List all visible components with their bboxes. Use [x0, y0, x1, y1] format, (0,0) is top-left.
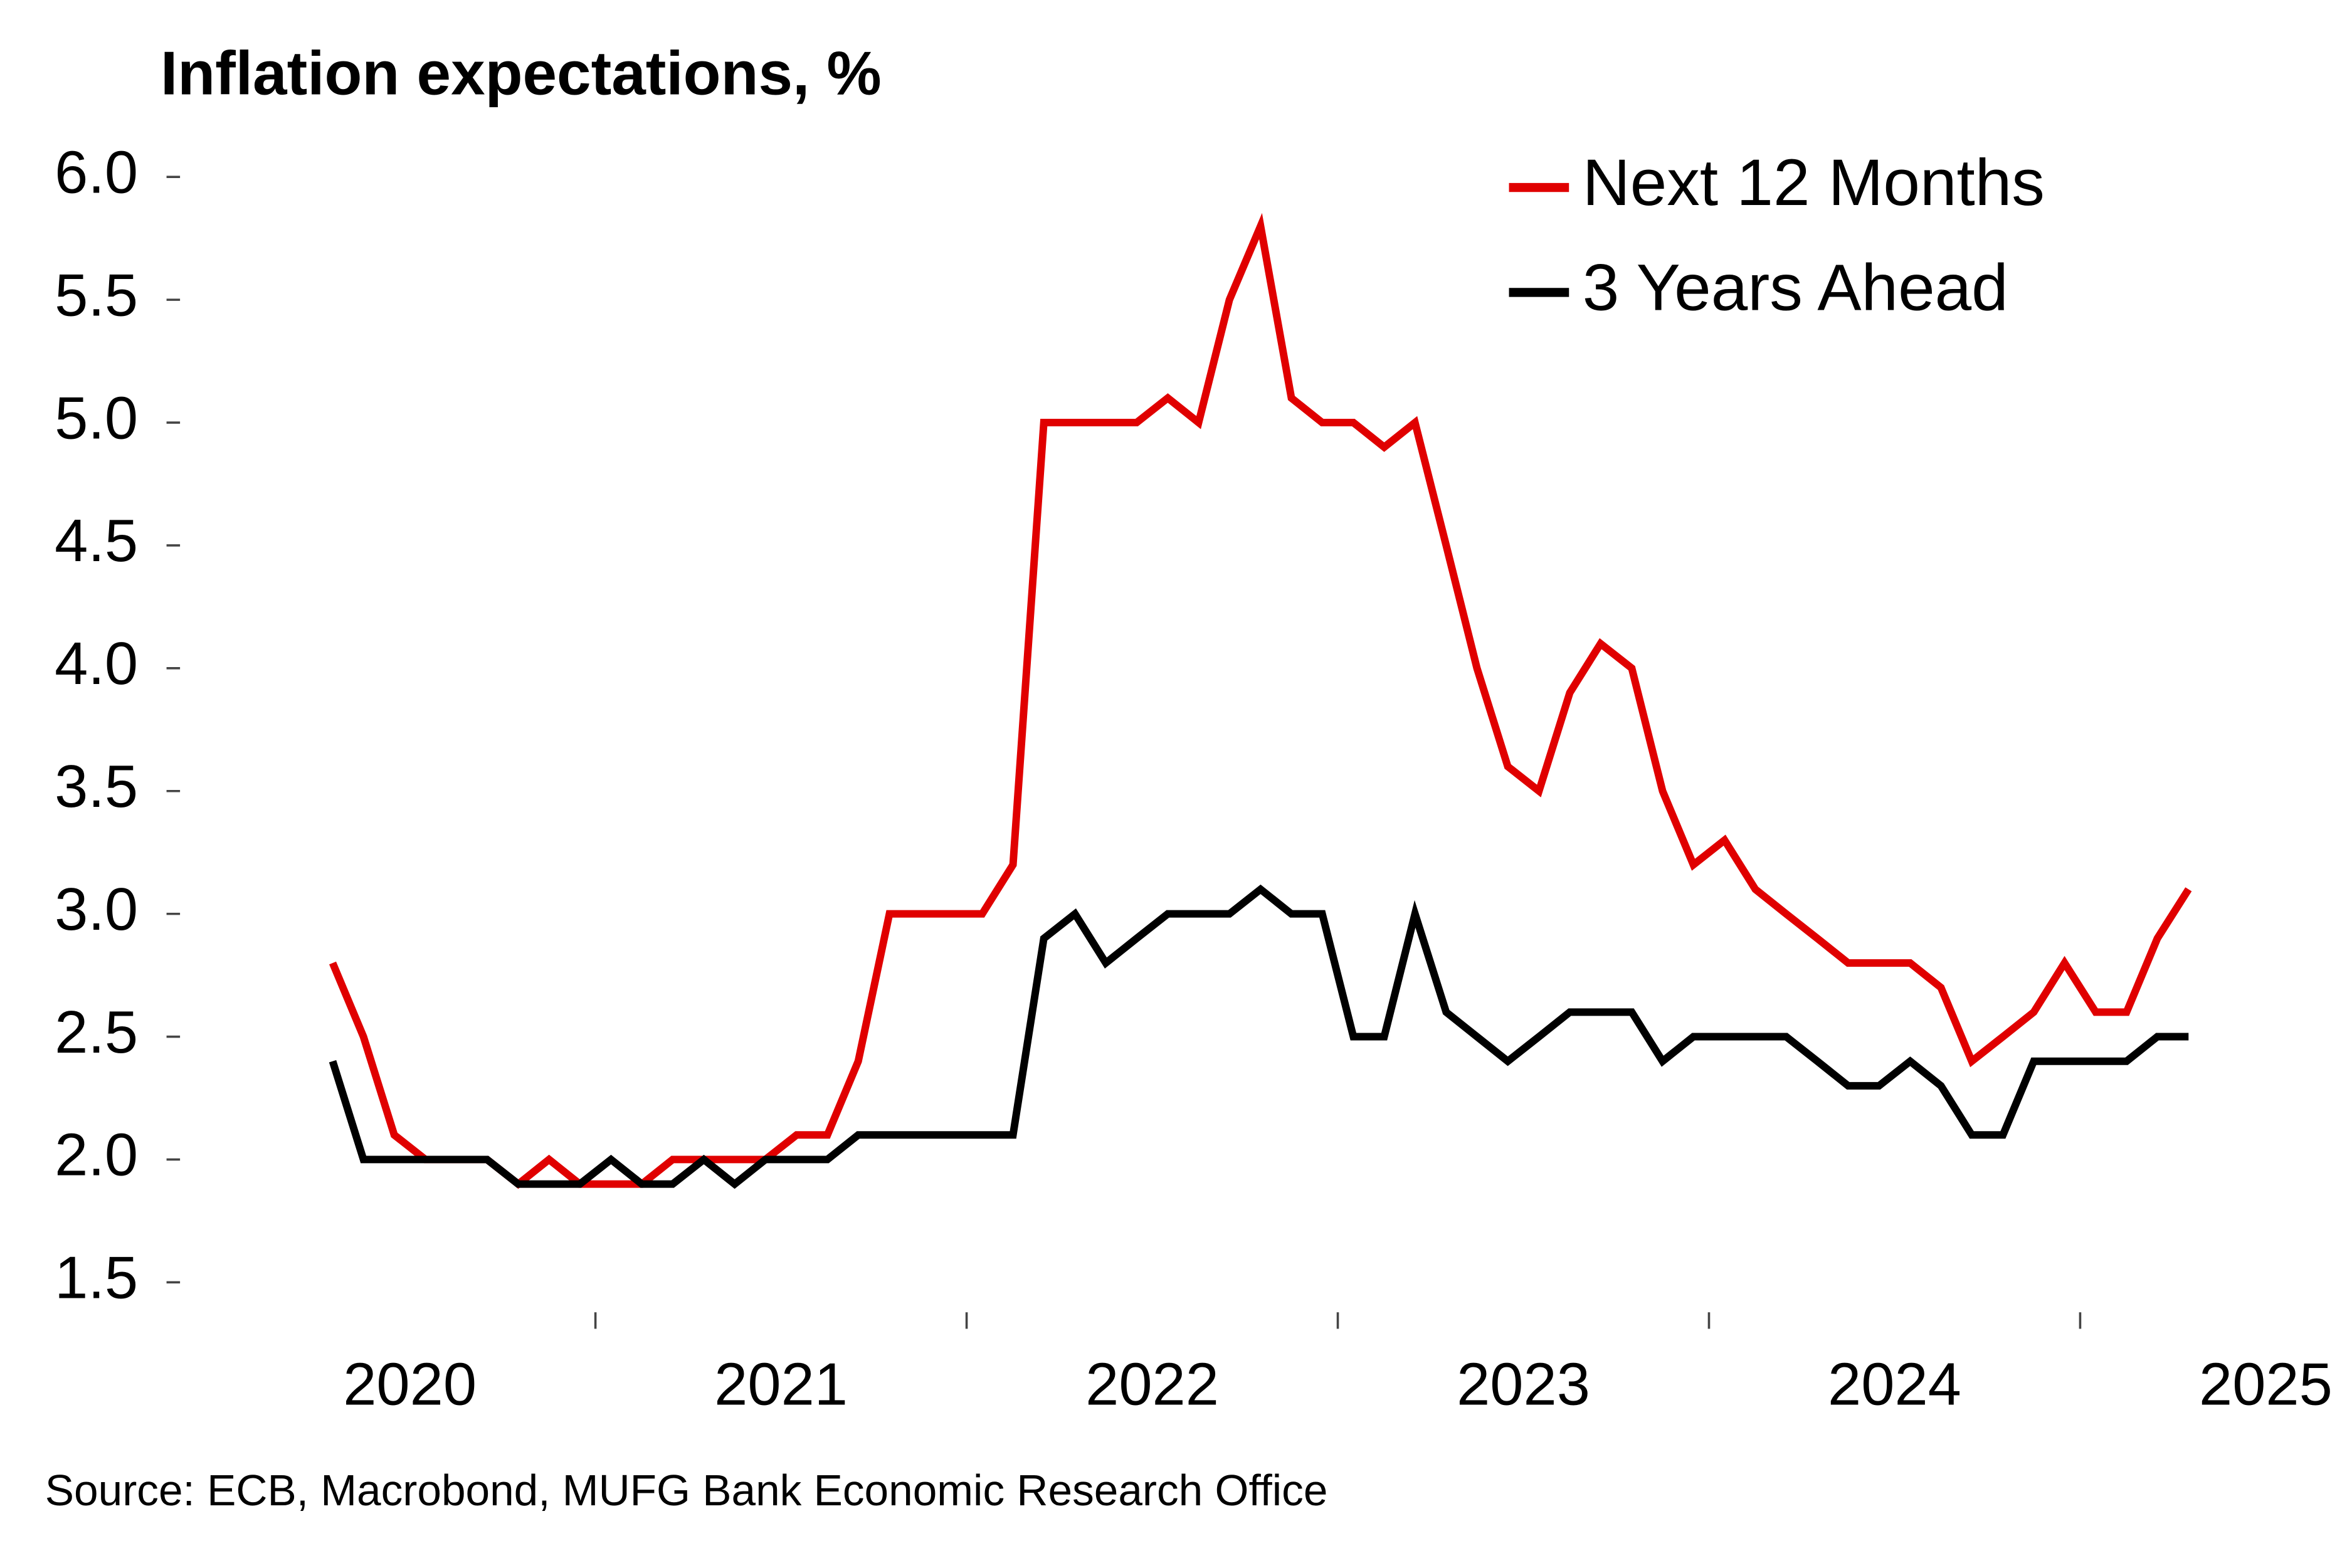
chart-title: Inflation expectations, %: [161, 38, 882, 107]
y-tick-label: 6.0: [55, 139, 138, 206]
y-tick-label: 4.5: [55, 507, 138, 574]
y-tick-label: 2.0: [55, 1122, 138, 1189]
y-tick-label: 3.5: [55, 753, 138, 820]
y-tick-label: 4.0: [55, 630, 138, 697]
y-tick-label: 5.5: [55, 261, 138, 329]
x-tick-label: 2021: [714, 1350, 848, 1418]
series-line: [329, 884, 2189, 1189]
x-tick-label: 2023: [1457, 1350, 1590, 1418]
x-tick-label: 2025: [2199, 1350, 2333, 1418]
x-tick-label: 2020: [343, 1350, 477, 1418]
legend-label: 3 Years Ahead: [1583, 251, 2008, 324]
legend-label: Next 12 Months: [1583, 146, 2045, 219]
y-tick-label: 5.0: [55, 384, 138, 451]
x-tick-label: 2022: [1085, 1350, 1219, 1418]
source-note: Source: ECB, Macrobond, MUFG Bank Econom…: [45, 1466, 1328, 1515]
y-tick-label: 1.5: [55, 1244, 138, 1312]
y-tick-label: 3.0: [55, 876, 138, 943]
x-tick-label: 2024: [1828, 1350, 1961, 1418]
y-tick-label: 2.5: [55, 999, 138, 1066]
